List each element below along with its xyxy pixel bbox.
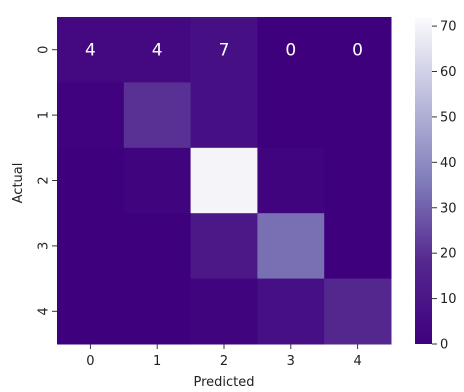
heatmap-cell-r3-c0 [57,213,125,280]
heatmap-cell-r4-c0 [57,278,125,345]
heatmap-cells [57,17,392,345]
colorbar-tick-label-50: 50 [440,110,457,125]
y-tick-label-3: 3 [37,242,52,250]
x-tick-label-4: 4 [353,354,361,369]
x-tick-label-0: 0 [86,354,94,369]
heatmap-cell-r4-c4 [324,278,392,345]
heatmap-cell-r2-c1 [123,147,192,214]
x-axis-ticks: 0 1 2 3 4 [86,344,362,369]
heatmap-cell-r1-c0 [57,82,125,149]
x-tick-label-3: 3 [287,354,295,369]
colorbar-tick-label-20: 20 [440,247,457,262]
cell-value-label-r0-c1: 4 [152,41,163,61]
colorbar [415,17,432,344]
y-tick-label-2: 2 [37,176,52,184]
heatmap-cell-r1-c4 [324,82,392,149]
cell-value-label-r0-c2: 7 [219,41,230,61]
cell-value-label-r0-c0: 4 [85,41,96,61]
heatmap-cell-r0-c1 [123,17,192,83]
x-axis-label: Predicted [193,375,254,390]
colorbar-ticks: 0 10 20 30 40 50 60 70 [432,20,457,353]
cell-value-label-r0-c3: 0 [285,41,296,61]
heatmap-cell-r0-c3 [257,17,325,83]
y-tick-label-1: 1 [37,111,52,119]
heatmap-cell-r3-c2 [190,213,258,280]
colorbar-tick-label-60: 60 [440,65,457,80]
colorbar-tick-label-10: 10 [440,292,457,307]
heatmap-cell-r4-c2 [190,278,258,345]
y-axis-label: Actual [11,163,26,204]
cell-value-label-r0-c4: 0 [352,41,363,61]
colorbar-tick-label-30: 30 [440,201,457,216]
heatmap-cell-r1-c3 [257,82,325,149]
heatmap-cell-r2-c3 [257,147,325,214]
colorbar-tick-label-0: 0 [440,338,448,353]
heatmap-cell-r2-c0 [57,147,125,214]
heatmap-cell-r3-c3 [257,213,325,280]
heatmap-cell-r0-c4 [324,17,392,83]
heatmap-cell-r1-c2 [190,82,258,149]
heatmap-cell-r0-c2 [190,17,258,83]
colorbar-tick-label-70: 70 [440,20,457,35]
heatmap-cell-r0-c0 [57,17,125,83]
x-tick-label-2: 2 [220,354,228,369]
y-tick-label-4: 4 [37,307,52,315]
colorbar-tick-label-40: 40 [440,156,457,171]
heatmap-cell-r4-c1 [123,278,192,345]
heatmap-cell-labels: 4 4 7 0 0 [85,41,363,61]
heatmap-cell-r4-c3 [257,278,325,345]
heatmap-cell-r3-c4 [324,213,392,280]
y-tick-label-0: 0 [37,46,52,54]
heatmap-cell-r1-c1 [123,82,192,149]
heatmap-cell-r2-c4 [324,147,392,214]
x-tick-label-1: 1 [153,354,161,369]
heatmap-cell-r3-c1 [123,213,192,280]
y-axis-ticks: 0 1 2 3 4 [37,46,57,315]
heatmap-cell-r2-c2 [190,147,258,214]
